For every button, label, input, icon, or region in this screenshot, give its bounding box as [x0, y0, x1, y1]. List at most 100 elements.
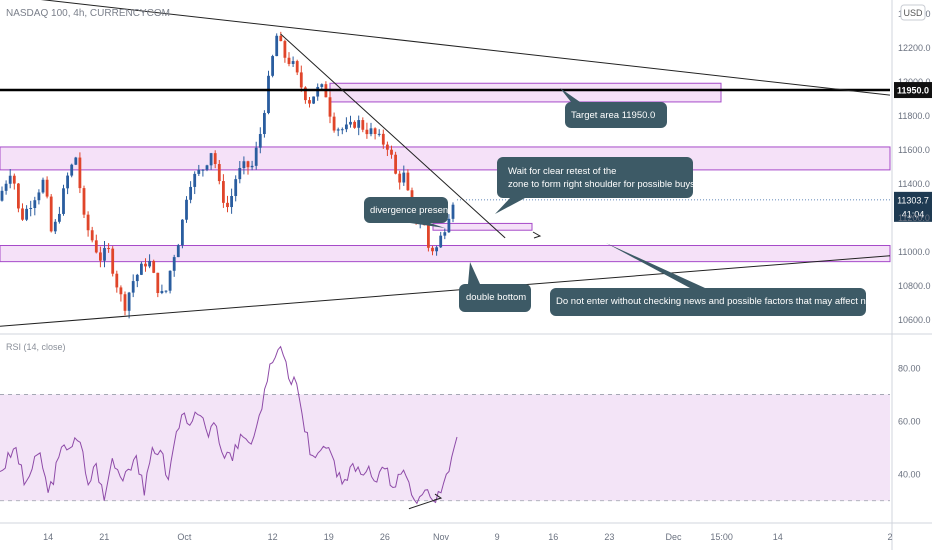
drawing-lines: [0, 0, 891, 327]
rsi-line: [0, 345, 458, 505]
candle-body: [320, 84, 324, 87]
candle-body: [304, 87, 307, 101]
price-tick-label: 11200.0: [898, 213, 930, 223]
candle-body: [21, 208, 24, 220]
candle-body: [336, 129, 340, 131]
candle-body: [443, 232, 447, 236]
candle-body: [406, 172, 410, 191]
candle-body: [398, 173, 402, 183]
candle-body: [357, 120, 361, 128]
news-callout-box: [550, 288, 866, 316]
candle-body: [213, 153, 217, 165]
candle-body: [369, 128, 373, 135]
rsi-divergence-arrowhead: [433, 493, 443, 501]
candle-body: [222, 181, 225, 203]
time-tick-label: 26: [380, 532, 390, 542]
candle-body: [107, 248, 110, 250]
news-callout[interactable]: Do not enter without checking news and p…: [550, 243, 876, 316]
candle-body: [29, 208, 33, 210]
candle-body: [258, 134, 262, 148]
candle-body: [8, 175, 12, 184]
candle-body: [316, 86, 320, 97]
candle-body: [49, 196, 53, 232]
candle-body: [33, 200, 37, 209]
double-bottom-callout[interactable]: double bottom: [459, 262, 531, 312]
falling-trendline: [280, 33, 506, 239]
candle-body: [45, 179, 49, 197]
candle-body: [37, 192, 41, 201]
candle-body: [115, 273, 119, 288]
target-callout-pointer: [560, 88, 580, 102]
divergence-callout[interactable]: divergence present: [364, 197, 451, 228]
axes: 12400.012200.012000.011950.011800.011600…: [43, 9, 932, 542]
candle-body: [263, 113, 266, 135]
candle-body: [103, 248, 106, 261]
candle-body: [340, 129, 344, 131]
candle-body: [295, 61, 299, 73]
symbol-title: NASDAQ 100, 4h, CURRENCYCOM: [6, 8, 170, 19]
candle-body: [332, 116, 336, 131]
currency-button[interactable]: USD: [900, 4, 926, 21]
time-tick-label: Dec: [666, 532, 683, 542]
time-tick-label: 21: [99, 532, 109, 542]
candle-body: [140, 263, 143, 275]
candle-body: [94, 240, 98, 253]
retest-callout-text: zone to form right shoulder for possible…: [508, 179, 695, 190]
candle-body: [172, 257, 176, 271]
candle-body: [230, 196, 233, 208]
candle-body: [58, 213, 61, 222]
double-bottom-callout-box: [459, 284, 531, 312]
candle-body: [123, 294, 127, 311]
candle-body: [345, 124, 348, 130]
candle-body: [201, 169, 205, 171]
candle-body: [431, 247, 434, 252]
level-price-badge: [894, 82, 932, 99]
candle-body: [160, 291, 164, 294]
price-tick-label: 11000.0: [898, 247, 930, 257]
current-price-label: 11303.7: [897, 195, 929, 205]
candle-body: [275, 35, 279, 57]
candle-body: [99, 252, 102, 261]
candle-body: [328, 97, 332, 117]
target-callout[interactable]: Target area 11950.0: [560, 88, 667, 128]
candle-body: [156, 272, 160, 294]
candle-body: [394, 154, 397, 174]
target-callout-text: Target area 11950.0: [571, 110, 655, 121]
candle-body: [181, 219, 184, 246]
candle-body: [12, 175, 16, 184]
candle-body: [205, 165, 209, 170]
candle-body: [164, 290, 168, 292]
current-price-badge: [894, 191, 932, 222]
candle-body: [283, 41, 287, 58]
candle-body: [189, 186, 192, 200]
candle-body: [451, 204, 455, 219]
retest-callout[interactable]: Wait for clear retest of the zone to form…: [495, 157, 695, 214]
candle-body: [127, 292, 131, 311]
double-bottom-callout-text: double bottom: [466, 292, 526, 303]
candle-body: [238, 168, 242, 180]
divergence-callout-text: divergence present: [370, 205, 451, 216]
candle-body: [131, 281, 135, 293]
time-tick-label: 16: [548, 532, 558, 542]
rsi-pane: [0, 345, 890, 510]
rsi-tick-label: 60.00: [898, 417, 921, 427]
price-tick-label: 11400.0: [898, 179, 930, 189]
price-tick-label: 10800.0: [898, 281, 931, 291]
candle-body: [41, 179, 45, 193]
candle-body: [353, 121, 356, 128]
candle-body: [66, 175, 69, 189]
candle-body: [377, 133, 381, 135]
candle-body: [70, 164, 74, 176]
candle-body: [25, 208, 28, 220]
candle-body: [267, 75, 270, 114]
candle-body: [152, 260, 156, 273]
candle-body: [62, 188, 65, 214]
lower-wedge-line: [0, 255, 891, 327]
rsi-tick-label: 80.00: [898, 363, 921, 373]
candle-body: [373, 128, 377, 134]
time-tick-label: 9: [495, 532, 500, 542]
trendline-arrowhead: [532, 231, 542, 239]
zones: [0, 82, 891, 263]
